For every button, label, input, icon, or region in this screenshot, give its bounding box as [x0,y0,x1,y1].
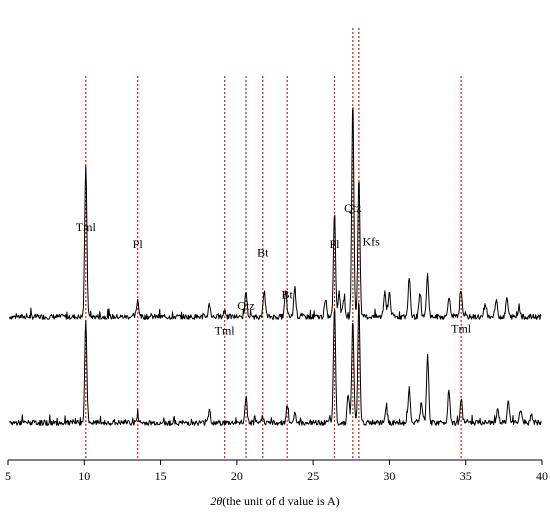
reference-lines [85,28,462,460]
phase-label-bt: Bt [282,288,294,302]
lower-pattern-trace [9,302,542,426]
phase-label-kfs: Kfs [362,235,380,249]
phase-label-tml: Tml [451,322,472,336]
x-tick-label: 25 [307,469,319,483]
x-axis-symbol: 2θ [210,494,222,508]
x-axis-unit-text: (the unit of d value is A) [222,494,339,508]
x-tick-label: 15 [155,469,167,483]
x-tick-label: 5 [5,469,11,483]
xrd-traces [9,107,542,426]
x-tick-label: 40 [536,469,548,483]
x-tick-label: 20 [231,469,243,483]
phase-label-pl: Pl [133,237,144,251]
phase-label-qtz: Qtz [344,201,361,215]
x-tick-label: 30 [383,469,395,483]
x-axis-title: 2θ(the unit of d value is A) [210,494,339,508]
phase-label-bt: Bt [257,245,269,259]
x-tick-label: 10 [78,469,90,483]
x-axis: 5 10 15 20 25 30 35 40 [5,459,548,483]
phase-label-tml: Tml [76,220,97,234]
x-tick-label: 35 [460,469,472,483]
phase-label-pl: Pl [329,237,340,251]
phase-label-tml: Tml [215,324,236,338]
upper-pattern-trace [9,107,542,320]
phase-label-qtz: Qtz [237,298,254,312]
